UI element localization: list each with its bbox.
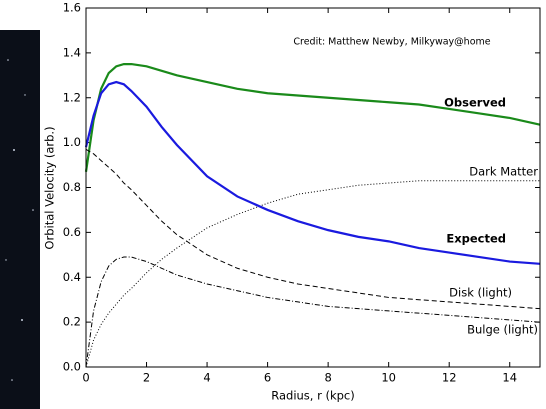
y-tick-label: 0.6: [63, 225, 81, 239]
x-tick-label: 8: [324, 371, 331, 385]
y-tick-label: 0.0: [63, 360, 81, 374]
credit: Credit: Matthew Newby, Milkyway@home: [293, 37, 490, 48]
y-tick-label: 0.8: [63, 180, 81, 194]
y-tick-label: 1.2: [63, 90, 81, 104]
series-line: [84, 62, 541, 172]
y-tick-label: 1.6: [63, 1, 81, 15]
plot-frame: [85, 7, 541, 368]
x-tick-label: 0: [82, 371, 89, 385]
series-line: [85, 148, 541, 310]
series-label: Bulge (light): [467, 323, 538, 337]
y-tick-label: 1.0: [63, 135, 81, 149]
series-label: Expected: [446, 232, 506, 246]
stars: [5, 59, 34, 381]
x-tick-label: 6: [264, 371, 271, 385]
x-axis-label: Radius, r (kpc): [271, 389, 355, 403]
galaxy-photo-edge: [0, 30, 40, 409]
y-tick-label: 0.2: [63, 315, 81, 329]
y-axis-label: Orbital Velocity (arb.): [43, 126, 57, 249]
series-line: [85, 180, 540, 368]
x-tick-label: 12: [442, 371, 457, 385]
y-tick-label: 1.4: [63, 45, 81, 59]
series-line: [85, 256, 541, 368]
x-tick-label: 2: [143, 371, 150, 385]
series-label: Dark Matter: [469, 165, 538, 179]
series-label: Disk (light): [449, 286, 512, 300]
x-tick-label: 4: [203, 371, 210, 385]
x-tick-label: 10: [381, 371, 396, 385]
x-tick-label: 14: [502, 371, 517, 385]
series-label: Observed: [444, 96, 506, 110]
y-tick-label: 0.4: [63, 270, 81, 284]
series-line: [84, 80, 541, 265]
